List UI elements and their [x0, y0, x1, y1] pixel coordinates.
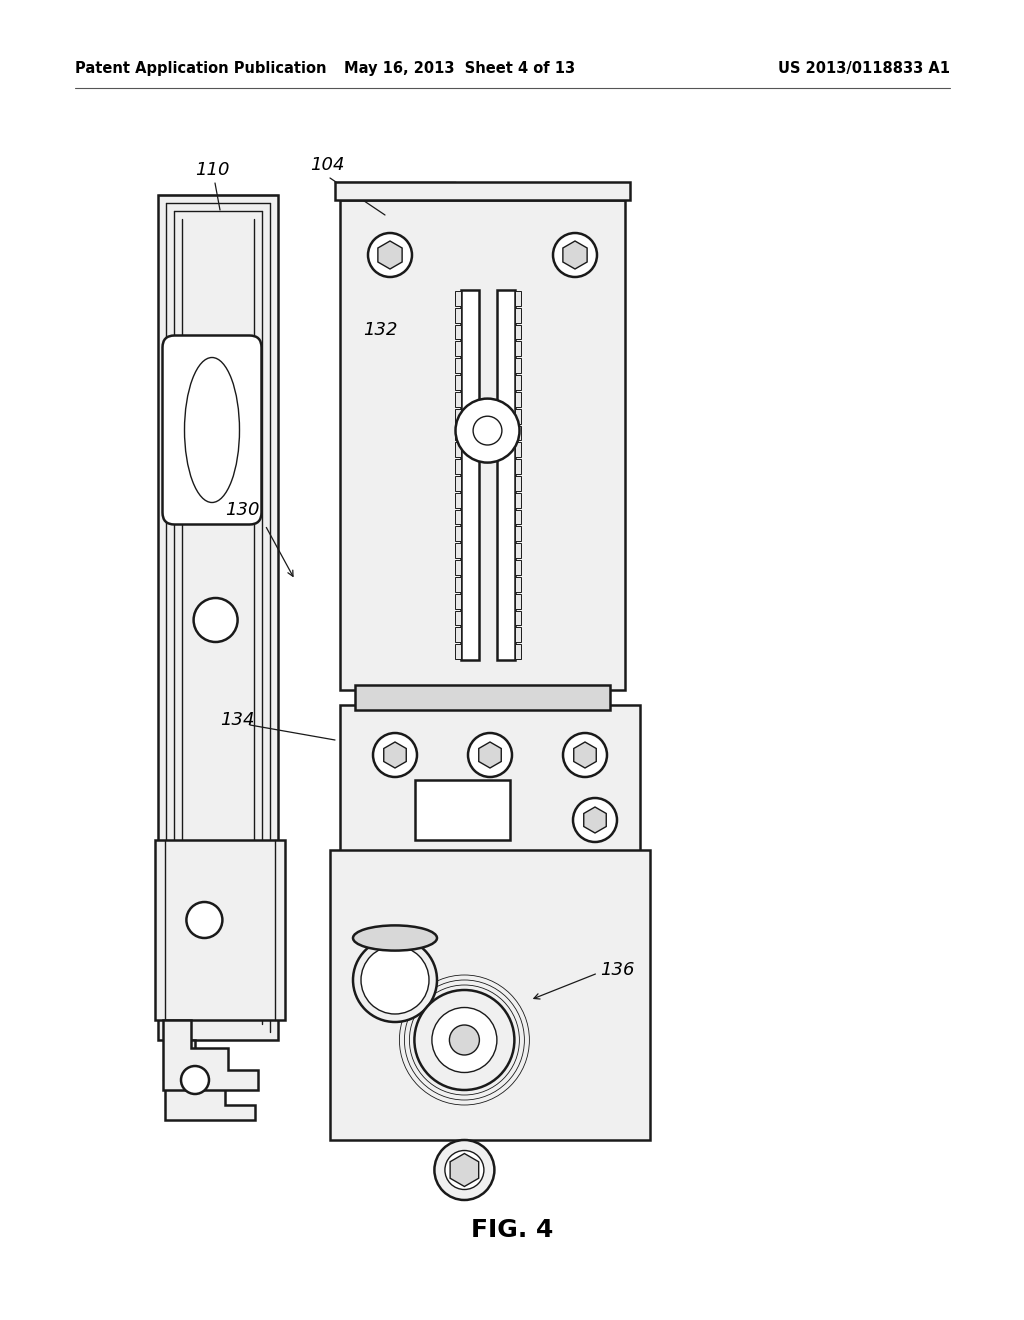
- Circle shape: [456, 399, 519, 462]
- Bar: [514, 510, 520, 524]
- Polygon shape: [335, 182, 630, 201]
- Circle shape: [573, 799, 617, 842]
- Circle shape: [444, 1151, 484, 1189]
- Bar: [455, 409, 461, 424]
- Circle shape: [432, 1007, 497, 1072]
- Text: May 16, 2013  Sheet 4 of 13: May 16, 2013 Sheet 4 of 13: [344, 61, 575, 75]
- Bar: [514, 358, 520, 374]
- Circle shape: [415, 990, 514, 1090]
- Bar: [355, 685, 610, 710]
- Circle shape: [368, 234, 412, 277]
- Ellipse shape: [353, 925, 437, 950]
- Text: 134: 134: [220, 711, 255, 729]
- Circle shape: [553, 234, 597, 277]
- Bar: [455, 392, 461, 407]
- Bar: [514, 425, 520, 441]
- Bar: [455, 527, 461, 541]
- Bar: [455, 308, 461, 322]
- Text: 130: 130: [225, 502, 259, 519]
- Bar: [455, 577, 461, 591]
- Polygon shape: [573, 742, 596, 768]
- Polygon shape: [563, 242, 587, 269]
- Bar: [514, 290, 520, 306]
- Bar: [514, 577, 520, 591]
- Bar: [158, 195, 278, 1040]
- Bar: [514, 375, 520, 389]
- Bar: [514, 560, 520, 576]
- Bar: [514, 627, 520, 643]
- Bar: [455, 325, 461, 339]
- Text: 110: 110: [195, 161, 229, 180]
- Bar: [514, 644, 520, 659]
- Bar: [514, 392, 520, 407]
- Bar: [340, 201, 625, 690]
- Polygon shape: [378, 242, 402, 269]
- Polygon shape: [165, 1040, 255, 1119]
- Bar: [455, 290, 461, 306]
- Bar: [514, 325, 520, 339]
- Bar: [455, 358, 461, 374]
- Bar: [514, 342, 520, 356]
- Bar: [415, 780, 510, 840]
- Bar: [455, 425, 461, 441]
- Bar: [455, 611, 461, 626]
- Bar: [514, 442, 520, 457]
- Circle shape: [434, 1140, 495, 1200]
- Text: FIG. 4: FIG. 4: [471, 1218, 553, 1242]
- Bar: [514, 409, 520, 424]
- Text: US 2013/0118833 A1: US 2013/0118833 A1: [778, 61, 950, 75]
- Circle shape: [373, 733, 417, 777]
- Bar: [455, 477, 461, 491]
- Polygon shape: [163, 1020, 258, 1090]
- Bar: [455, 510, 461, 524]
- Bar: [455, 342, 461, 356]
- Bar: [514, 308, 520, 322]
- Bar: [514, 492, 520, 508]
- Circle shape: [473, 416, 502, 445]
- Polygon shape: [479, 742, 502, 768]
- Bar: [455, 627, 461, 643]
- Bar: [514, 594, 520, 609]
- Bar: [514, 527, 520, 541]
- Bar: [497, 290, 514, 660]
- Polygon shape: [451, 1154, 478, 1187]
- Text: 104: 104: [310, 156, 344, 174]
- Bar: [455, 560, 461, 576]
- Bar: [340, 705, 640, 870]
- Ellipse shape: [184, 358, 240, 503]
- Circle shape: [563, 733, 607, 777]
- Bar: [455, 594, 461, 609]
- Circle shape: [450, 1026, 479, 1055]
- Polygon shape: [384, 742, 407, 768]
- Bar: [514, 544, 520, 558]
- FancyBboxPatch shape: [163, 335, 261, 524]
- Bar: [455, 544, 461, 558]
- Circle shape: [186, 902, 222, 939]
- Circle shape: [361, 946, 429, 1014]
- Bar: [330, 850, 650, 1140]
- Text: 132: 132: [362, 321, 397, 339]
- Bar: [455, 644, 461, 659]
- Text: Patent Application Publication: Patent Application Publication: [75, 61, 327, 75]
- Circle shape: [181, 1067, 209, 1094]
- Bar: [155, 840, 285, 1020]
- Bar: [455, 442, 461, 457]
- Text: 136: 136: [600, 961, 635, 979]
- Circle shape: [353, 939, 437, 1022]
- Bar: [514, 611, 520, 626]
- Bar: [455, 492, 461, 508]
- Bar: [514, 477, 520, 491]
- Circle shape: [468, 733, 512, 777]
- Bar: [455, 375, 461, 389]
- Circle shape: [194, 598, 238, 642]
- Bar: [514, 459, 520, 474]
- Polygon shape: [584, 807, 606, 833]
- Bar: [461, 290, 478, 660]
- Bar: [455, 459, 461, 474]
